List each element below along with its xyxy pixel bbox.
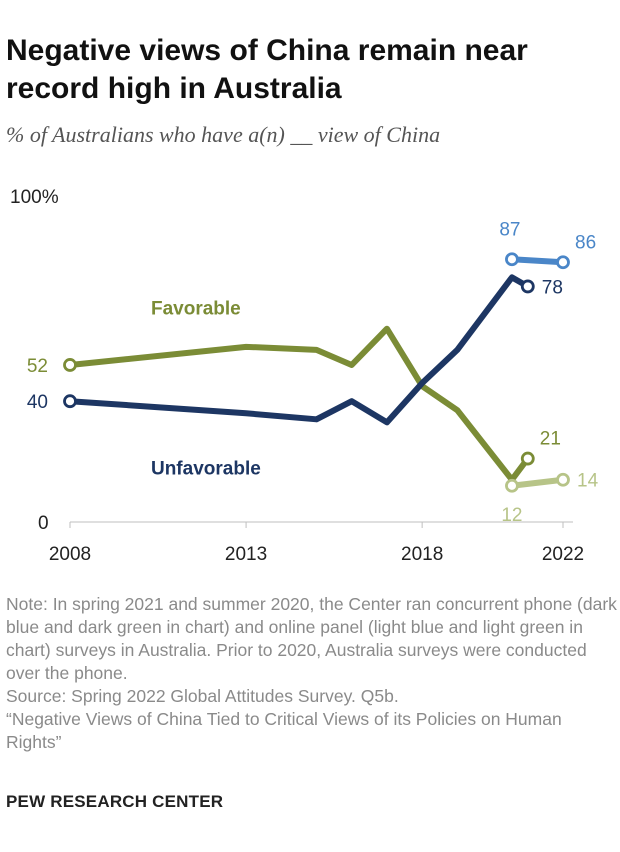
top-rule — [0, 0, 620, 1]
line-chart: 0 100% 2008 2013 2018 2022 52 21 40 78 87 86 12 14 Fa… — [10, 187, 599, 565]
chart-notes: Note: In spring 2021 and summer 2020, th… — [6, 593, 618, 754]
data-value-label: 86 — [575, 232, 596, 253]
data-value-label: 12 — [501, 505, 522, 526]
chart-labels: 52 21 40 78 87 86 12 14 Favorable Unfavorable — [27, 219, 599, 526]
y-tick-label: 100% — [10, 187, 59, 208]
chart-lines — [63, 252, 570, 493]
chart-title: Negative views of China remain near reco… — [6, 34, 528, 105]
data-point-marker — [556, 255, 570, 270]
chart-subtitle: % of Australians who have a(n) __ view o… — [6, 122, 441, 147]
x-tick-label: 2022 — [542, 544, 584, 565]
series-line — [508, 476, 566, 489]
data-value-label: 40 — [27, 392, 48, 413]
data-value-label: 87 — [499, 219, 520, 240]
data-point-marker — [505, 478, 519, 493]
data-point-marker — [505, 252, 519, 267]
x-tick-label: 2013 — [225, 544, 267, 565]
data-point-marker — [63, 394, 77, 409]
report-title: “Negative Views of China Tied to Critica… — [6, 709, 562, 752]
series-line — [508, 256, 566, 266]
data-point-marker — [556, 472, 570, 487]
y-tick-label: 0 — [38, 513, 49, 534]
x-tick-label: 2008 — [49, 544, 91, 565]
chart-axes: 0 100% 2008 2013 2018 2022 — [10, 187, 584, 565]
series-name-label: Favorable — [151, 299, 241, 320]
series-name-label: Unfavorable — [151, 459, 261, 480]
series-line — [67, 325, 531, 483]
source-text: Source: Spring 2022 Global Attitudes Sur… — [6, 686, 399, 706]
data-value-label: 78 — [542, 277, 563, 298]
data-value-label: 14 — [577, 471, 599, 492]
note-text: Note: In spring 2021 and summer 2020, th… — [6, 594, 617, 683]
x-tick-label: 2018 — [401, 544, 443, 565]
data-point-marker — [63, 358, 77, 372]
data-value-label: 52 — [27, 356, 48, 377]
series-line — [67, 274, 531, 426]
pew-logo-text: PEW RESEARCH CENTER — [6, 792, 224, 811]
data-value-label: 21 — [540, 429, 561, 450]
data-point-marker — [520, 279, 535, 294]
data-point-marker — [520, 451, 535, 466]
